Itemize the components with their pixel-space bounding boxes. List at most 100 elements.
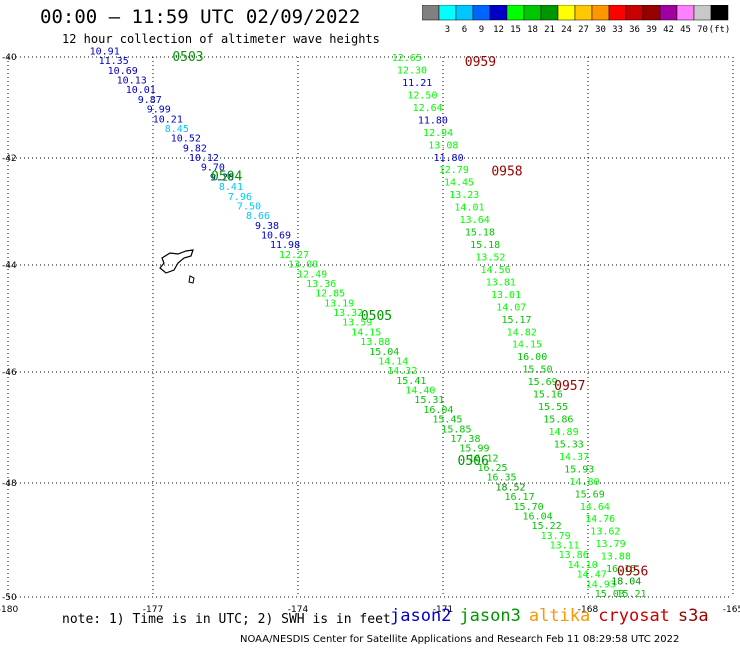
legend-label: 3: [445, 25, 450, 35]
wave-height-value: 15.70: [514, 502, 544, 513]
wave-height-value: 16.00: [517, 352, 547, 363]
wave-height-value: 13.01: [491, 290, 521, 301]
legend-label: 27: [578, 25, 589, 35]
map-title: 00:00 – 11:59 UTC 02/09/2022: [40, 6, 361, 28]
satellite-name-jason3: jason3: [459, 606, 521, 626]
wave-height-value: 16.15: [606, 564, 636, 575]
wave-height-value: 18.52: [495, 482, 525, 493]
wave-height-value: 11.80: [434, 153, 464, 164]
longitude-label: -171: [433, 605, 453, 615]
legend-label: 12: [493, 25, 504, 35]
wave-height-value: 16.25: [477, 463, 507, 474]
wave-height-value: 15.41: [396, 376, 426, 387]
wave-height-value: 11.98: [270, 240, 300, 251]
wave-height-value: 13.23: [449, 190, 479, 201]
credit-line: NOAA/NESDIS Center for Satellite Applica…: [240, 634, 680, 645]
wave-height-value: 15.22: [532, 521, 562, 532]
legend-label: 70: [697, 25, 708, 35]
wave-height-value: 14.56: [481, 265, 511, 276]
satellite-legend: jason2 jason3 altika cryosat s3a: [390, 606, 717, 626]
wave-height-value: 14.45: [444, 178, 474, 189]
wave-height-value: 15.50: [522, 365, 552, 376]
pass-time-label: 0958: [491, 164, 522, 179]
wave-height-value: 10.69: [108, 66, 138, 77]
legend-label: 42: [663, 25, 674, 35]
wave-height-value: 13.81: [486, 277, 516, 288]
longitude-label: -174: [288, 605, 309, 615]
wave-height-value: 14.07: [496, 302, 526, 313]
wave-height-value: 8.66: [246, 211, 270, 222]
wave-height-value: 15.17: [501, 315, 531, 326]
latitude-label: -42: [2, 154, 17, 164]
wave-height-value: 13.79: [596, 539, 626, 550]
wave-height-value: 14.82: [507, 327, 537, 338]
wave-height-value: 15.45: [432, 415, 462, 426]
wave-height-value: 12.64: [413, 103, 443, 114]
wave-height-value: 14.01: [454, 203, 484, 214]
legend-label: 6: [462, 25, 467, 35]
legend-label: 39: [646, 25, 657, 35]
wave-height-value: 15.33: [554, 439, 584, 450]
wave-height-value: 9.99: [147, 105, 171, 116]
wave-height-value: 13.88: [360, 337, 390, 348]
wave-height-value: 18.04: [611, 577, 641, 588]
wave-height-value: 9.70: [201, 163, 225, 174]
wave-height-value: 7.96: [228, 192, 252, 203]
wave-height-value: 14.89: [548, 427, 578, 438]
wave-height-value: 14.10: [568, 560, 598, 571]
wave-height-value: 13.36: [306, 279, 336, 290]
wave-height-value: 13.11: [550, 541, 580, 552]
wave-height-value: 15.21: [616, 589, 646, 600]
wave-height-value: 15.18: [470, 240, 500, 251]
wave-height-value: 8.45: [165, 124, 189, 135]
wave-height-value: 14.37: [559, 452, 589, 463]
wave-height-value: 9.82: [183, 143, 207, 154]
wave-height-value: 9.87: [138, 95, 162, 106]
latitude-label: -46: [2, 368, 17, 378]
wave-height-value: 10.52: [171, 134, 201, 145]
wave-height-value: 10.01: [126, 85, 156, 96]
legend-label: (ft): [709, 25, 731, 35]
longitude-label: -165: [723, 605, 740, 615]
wave-height-value: 14.47: [577, 570, 607, 581]
wave-height-value: 14.32: [387, 366, 417, 377]
longitude-label: -177: [143, 605, 163, 615]
latitude-label: -44: [2, 261, 17, 271]
wave-height-value: 15.55: [538, 402, 568, 413]
legend-label: 18: [527, 25, 538, 35]
legend-swatch: [710, 5, 729, 21]
wave-height-value: 12.79: [439, 165, 469, 176]
wave-height-value: 14.15: [351, 327, 381, 338]
wave-height-value: 13.86: [559, 550, 589, 561]
wave-height-value: 13.79: [541, 531, 571, 542]
legend-label: 36: [629, 25, 640, 35]
pass-time-label: 0959: [465, 55, 496, 70]
wave-height-value: 8.41: [219, 182, 243, 193]
wave-height-value: 14.15: [512, 340, 542, 351]
wave-height-value: 14.14: [378, 356, 408, 367]
wave-height-value: 16.17: [505, 492, 535, 503]
longitude-label: -180: [0, 605, 18, 615]
legend-label: 30: [595, 25, 606, 35]
legend-label: 21: [544, 25, 555, 35]
wave-height-value: 15.18: [465, 228, 495, 239]
footnote: note: 1) Time is in UTC; 2) SWH is in fe…: [62, 612, 391, 627]
wave-height-value: 14.93: [586, 579, 616, 590]
legend-label: 9: [479, 25, 484, 35]
wave-height-value: 17.38: [450, 434, 480, 445]
wave-height-value: 13.19: [324, 298, 354, 309]
wave-height-value: 12.49: [297, 269, 327, 280]
wave-height-value: 16.04: [423, 405, 453, 416]
wave-height-value: 15.86: [543, 415, 573, 426]
wave-height-value: 13.00: [288, 260, 318, 271]
wave-height-value: 15.93: [564, 464, 594, 475]
wave-height-value: 14.80: [569, 477, 599, 488]
satellite-name-altika: altika: [528, 606, 591, 626]
wave-height-value: 10.12: [189, 153, 219, 164]
wave-height-value: 15.69: [575, 489, 605, 500]
wave-height-value: 16.04: [523, 511, 553, 522]
pass-time-label: 0503: [172, 50, 203, 65]
wave-height-color-legend: 3 6 9 12 15 18 21 24 27 30 33 36 39 42 45 70 (ft): [422, 5, 731, 35]
pass-time-label: 0504: [211, 170, 242, 185]
wave-height-value: 13.32: [333, 308, 363, 319]
